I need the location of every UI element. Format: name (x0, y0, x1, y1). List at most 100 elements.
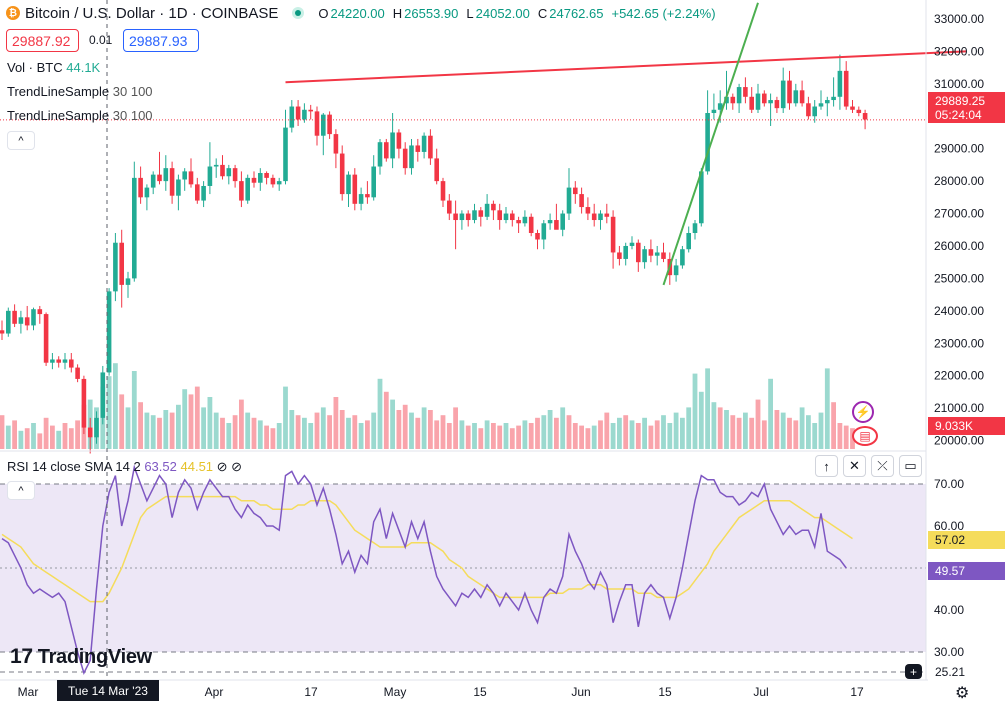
volume-bar (176, 404, 181, 449)
volume-bar (629, 420, 635, 449)
candle-body (138, 177, 143, 198)
candle-body (724, 96, 729, 104)
volume-bar (138, 402, 143, 449)
time-axis-label: May (384, 685, 407, 699)
volume-bar (352, 415, 358, 449)
candle-body (528, 216, 534, 233)
us-flag-icon[interactable]: ▤ (852, 426, 878, 446)
candle-body (113, 242, 118, 292)
buy-button[interactable]: 29887.93 (123, 29, 199, 52)
volume-bar (453, 407, 458, 449)
flash-icon[interactable]: ⚡ (852, 401, 874, 423)
volume-label: Vol · BTC (7, 60, 63, 75)
candle-body (75, 367, 80, 379)
rsi-tag-value: 49.57 (935, 564, 966, 578)
collapse-rsi-icon: ^ (18, 484, 24, 497)
rsi-legend[interactable]: RSI 14 close SMA 14 2 63.52 44.51 ⊘ ⊘ (7, 459, 242, 475)
candle-body (220, 164, 225, 177)
bitcoin-icon: ₿ (6, 6, 20, 20)
candle-body (377, 142, 383, 167)
candle-body (629, 242, 635, 246)
candle-body (94, 417, 99, 438)
symbol-legend[interactable]: ₿ Bitcoin / U.S. Dollar · 1D · COINBASE … (6, 3, 722, 23)
candle-body (409, 145, 414, 169)
candle-body (365, 194, 370, 198)
candle-body (87, 427, 93, 438)
volume-bar (698, 391, 704, 449)
time-axis-label: 15 (473, 685, 487, 699)
candle-body (302, 109, 307, 120)
volume-bar (150, 415, 156, 449)
price-axis-label: 22000.00 (934, 369, 984, 383)
pane-move-up-button[interactable]: ↑ (815, 455, 838, 477)
candle-body (308, 109, 313, 112)
volume-bar (131, 371, 137, 449)
rsi-visibility-icons[interactable]: ⊘ ⊘ (216, 459, 243, 474)
rsi-ma-value: 44.51 (180, 459, 214, 474)
volume-bar (5, 425, 11, 449)
volume-bar (648, 425, 654, 449)
volume-bar (478, 428, 484, 449)
volume-bar (314, 412, 320, 449)
volume-bar (144, 412, 150, 449)
trendline-legend-1[interactable]: TrendLineSample 30 100 (7, 84, 153, 102)
volume-bar (528, 423, 534, 449)
volume-bar (768, 378, 773, 449)
pane-maximize-button[interactable]: ▭ (899, 455, 922, 477)
candle-body (585, 207, 591, 214)
time-axis-label: Mar (18, 685, 39, 699)
candle-body (258, 173, 263, 183)
volume-bar (24, 428, 30, 449)
volume-bar (232, 415, 238, 449)
candle-body (119, 242, 124, 285)
volume-bar (213, 412, 219, 449)
arrow-up-icon: ↑ (823, 458, 830, 474)
sell-button[interactable]: 29887.92 (6, 29, 79, 52)
volume-legend[interactable]: Vol · BTC 44.1K (7, 60, 100, 78)
symbol-title[interactable]: Bitcoin / U.S. Dollar · 1D · COINBASE (25, 4, 279, 22)
candle-body (346, 174, 351, 195)
candle-body (453, 213, 458, 221)
settings-gear-icon[interactable]: ⚙ (955, 685, 970, 702)
pane-close-button[interactable]: ✕ (843, 455, 866, 477)
time-axis-label: 15 (658, 685, 672, 699)
spread-value: 0.01 (89, 33, 113, 47)
volume-bar (106, 376, 112, 449)
sell-price: 29887.92 (12, 32, 71, 49)
volume-bar (749, 417, 755, 449)
candle-body (339, 153, 345, 195)
collapse-legend-button[interactable]: ^ (7, 131, 35, 150)
trendline-red (285, 50, 966, 84)
volume-bar (780, 412, 786, 449)
trendline-legend-2[interactable]: TrendLineSample 30 100 (7, 108, 153, 126)
candle-body (176, 179, 181, 196)
tradingview-logo[interactable]: 17 TradingView (10, 645, 152, 669)
volume-value: 44.1K (66, 60, 101, 75)
candle-body (43, 314, 49, 363)
candle-body (837, 70, 843, 97)
volume-bar (18, 430, 24, 449)
candle-body (806, 103, 811, 117)
candle-body (402, 148, 408, 169)
volume-bar (226, 423, 232, 449)
volume-bar (459, 420, 465, 449)
ohlc-high-value: 26553.90 (404, 5, 459, 21)
pane-collapse-button[interactable]: ⤫ (871, 455, 894, 477)
add-plus-button[interactable]: + (905, 664, 922, 679)
volume-bar (812, 423, 818, 449)
candle-body (6, 310, 11, 334)
tradingview-mark-icon: 17 (10, 645, 33, 668)
volume-bar (409, 412, 414, 449)
volume-bar (440, 415, 446, 449)
price-axis-label: 31000.00 (934, 77, 984, 91)
candle-body (774, 100, 780, 109)
candle-body (610, 216, 616, 253)
rsi-ma-tag: 57.02 (928, 531, 1005, 549)
volume-bar (472, 423, 477, 449)
volume-bar (824, 368, 830, 449)
volume-bar (818, 412, 824, 449)
candle-body (799, 90, 805, 104)
collapse-rsi-button[interactable]: ^ (7, 481, 35, 500)
